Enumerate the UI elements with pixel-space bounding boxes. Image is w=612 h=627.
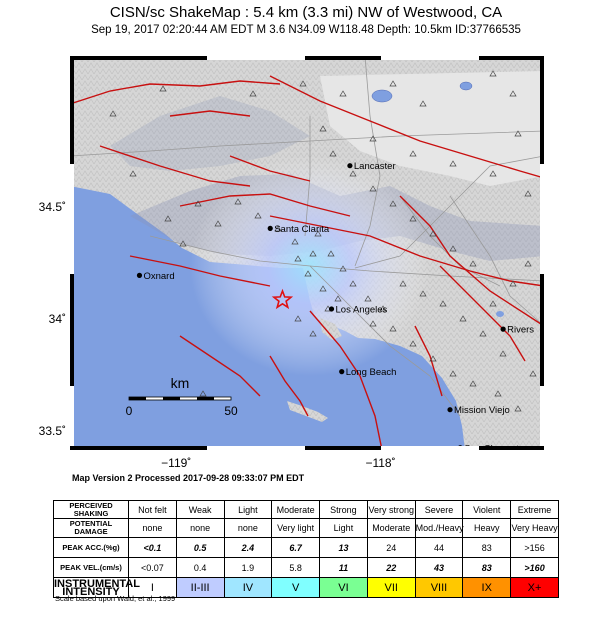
intensity-cell: IX bbox=[462, 577, 512, 598]
intensity-cell: X+ bbox=[510, 577, 559, 598]
intensity-cell: IV bbox=[223, 577, 273, 598]
damage-cell: none bbox=[175, 518, 225, 538]
city-label: Santa Clarita bbox=[274, 224, 330, 235]
intensity-cell: V bbox=[271, 577, 321, 598]
damage-cell: none bbox=[128, 518, 177, 538]
city-dot bbox=[500, 326, 506, 332]
map-title: CISN/sc ShakeMap : 5.4 km (3.3 mi) NW of… bbox=[109, 4, 503, 21]
intensity-scale-table: PERCEIVED SHAKING Not felt Weak Light Mo… bbox=[53, 500, 559, 598]
damage-cell: Mod./Heavy bbox=[414, 518, 464, 538]
scale-footnote: Scale based upon Wald, et al.; 1999 bbox=[55, 594, 176, 603]
shaking-cell: Violent bbox=[462, 500, 512, 519]
event-details: Sep 19, 2017 02:20:44 AM EDT M 3.6 N34.0… bbox=[91, 24, 521, 36]
longitude-tick-label: −119˚ bbox=[161, 456, 192, 470]
damage-row: POTENTIAL DAMAGE none none none Very lig… bbox=[53, 518, 559, 538]
intensity-cell: VII bbox=[366, 577, 416, 598]
damage-cell: Very Heavy bbox=[510, 518, 559, 538]
seismic-stations bbox=[109, 70, 537, 412]
palos-verdes bbox=[320, 318, 342, 340]
vel-row: PEAK VEL.(cm/s) <0.07 0.4 1.9 5.8 11 22 … bbox=[53, 557, 559, 578]
map-border-ticks bbox=[70, 56, 544, 450]
mountain-shading-north bbox=[110, 96, 310, 171]
city-dot bbox=[339, 369, 345, 375]
vel-cell: >160 bbox=[510, 557, 559, 578]
acc-cell: 44 bbox=[414, 537, 464, 558]
lake bbox=[459, 81, 473, 91]
vel-cell: <0.07 bbox=[128, 557, 177, 578]
latitude-tick-label: 33.5˚ bbox=[38, 424, 66, 439]
vel-cell: 5.8 bbox=[271, 557, 321, 578]
catalina-island bbox=[287, 401, 328, 422]
acc-row: PEAK ACC.(%g) <0.1 0.5 2.4 6.7 13 24 44 … bbox=[53, 537, 559, 558]
row-label-acc: PEAK ACC.(%g) bbox=[53, 537, 129, 558]
epicenter-star[interactable] bbox=[271, 288, 294, 310]
vel-cell: 83 bbox=[462, 557, 512, 578]
city-dot bbox=[328, 306, 335, 312]
damage-cell: Very light bbox=[271, 518, 321, 538]
city-dot bbox=[447, 407, 453, 413]
acc-cell: 6.7 bbox=[271, 537, 321, 558]
intensity-row: INSTRUMENTAL INTENSITY I II-III IV V VI … bbox=[53, 577, 559, 598]
shaking-row: PERCEIVED SHAKING Not felt Weak Light Mo… bbox=[53, 500, 559, 519]
map-version: Map Version 2 Processed 2017-09-28 09:33… bbox=[72, 473, 305, 483]
row-label-shaking: PERCEIVED SHAKING bbox=[53, 500, 129, 519]
shaking-cell: Severe bbox=[414, 500, 464, 519]
damage-cell: Moderate bbox=[366, 518, 416, 538]
scale-unit: km bbox=[171, 375, 190, 391]
scale-end: 50 bbox=[224, 404, 238, 418]
latitude-tick-label: 34˚ bbox=[48, 312, 66, 327]
shaking-cell: Strong bbox=[319, 500, 368, 519]
lake bbox=[496, 311, 504, 317]
shaking-cell: Weak bbox=[175, 500, 225, 519]
acc-cell: 24 bbox=[366, 537, 416, 558]
shaking-cell: Light bbox=[223, 500, 273, 519]
lake bbox=[371, 89, 393, 103]
damage-cell: Light bbox=[319, 518, 368, 538]
city-label: Oxnard bbox=[143, 271, 174, 282]
scale-start: 0 bbox=[126, 404, 133, 418]
longitude-tick-label: −118˚ bbox=[365, 456, 396, 470]
shakemap[interactable]: Lancaster Santa Clarita Oxnard Los Angeles R… bbox=[70, 56, 544, 450]
vel-cell: 1.9 bbox=[223, 557, 273, 578]
city-label: Mission Viejo bbox=[454, 405, 510, 416]
row-label-intensity: INSTRUMENTAL INTENSITY bbox=[53, 577, 140, 598]
acc-cell: 13 bbox=[319, 537, 368, 558]
city-label: Long Beach bbox=[346, 367, 397, 378]
acc-cell: 2.4 bbox=[223, 537, 273, 558]
roads bbox=[70, 56, 544, 417]
vel-cell: 0.4 bbox=[175, 557, 225, 578]
shaking-cell: Extreme bbox=[510, 500, 559, 519]
shaking-cell: Not felt bbox=[128, 500, 177, 519]
intensity-cell: II-III bbox=[175, 577, 225, 598]
intensity-cell: VI bbox=[319, 577, 368, 598]
shaking-cell: Moderate bbox=[271, 500, 321, 519]
shaking-cell: Very strong bbox=[366, 500, 416, 519]
damage-cell: none bbox=[223, 518, 273, 538]
acc-cell: 83 bbox=[462, 537, 512, 558]
acc-cell: >156 bbox=[510, 537, 559, 558]
city-dot bbox=[347, 163, 353, 169]
scale-bar: km 0 50 bbox=[126, 375, 238, 418]
intensity-cell: VIII bbox=[414, 577, 464, 598]
city-label: Lancaster bbox=[354, 161, 396, 172]
intensity-cell: I bbox=[128, 577, 177, 598]
city-dot bbox=[136, 272, 143, 278]
vel-cell: 11 bbox=[319, 557, 368, 578]
fault-lines bbox=[70, 75, 544, 450]
vel-cell: 22 bbox=[366, 557, 416, 578]
city-dot bbox=[267, 225, 273, 231]
row-label-vel: PEAK VEL.(cm/s) bbox=[53, 557, 129, 578]
acc-cell: 0.5 bbox=[175, 537, 225, 558]
city-label: Los Angeles bbox=[336, 304, 388, 315]
epicenter-star-shape[interactable] bbox=[271, 288, 294, 310]
vel-cell: 43 bbox=[414, 557, 464, 578]
latitude-tick-label: 34.5˚ bbox=[38, 200, 66, 215]
acc-cell: <0.1 bbox=[128, 537, 177, 558]
damage-cell: Heavy bbox=[462, 518, 512, 538]
city-label: Rivers bbox=[507, 325, 534, 336]
row-label-damage: POTENTIAL DAMAGE bbox=[53, 518, 129, 538]
